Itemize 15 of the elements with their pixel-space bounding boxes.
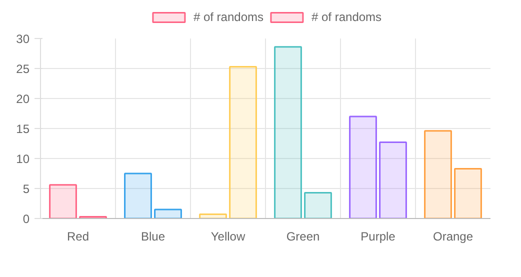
y-tick-label: 10 xyxy=(16,152,30,166)
x-tick-label: Green xyxy=(286,230,320,244)
y-tick-label: 5 xyxy=(22,182,30,196)
x-tick-label: Red xyxy=(66,230,90,244)
y-tick-label: 20 xyxy=(16,92,30,106)
y-tick-label: 30 xyxy=(16,32,30,46)
y-tick-label: 0 xyxy=(22,212,30,226)
x-tick-label: Blue xyxy=(140,230,166,244)
legend-label: # of randoms xyxy=(312,10,382,24)
y-tick-label: 15 xyxy=(16,122,30,136)
y-tick-label: 25 xyxy=(16,62,30,76)
x-tick-label: Orange xyxy=(432,230,474,244)
legend-label: # of randoms xyxy=(193,10,264,24)
x-tick-label: Purple xyxy=(360,230,396,244)
x-tick-label: Yellow xyxy=(210,230,246,244)
